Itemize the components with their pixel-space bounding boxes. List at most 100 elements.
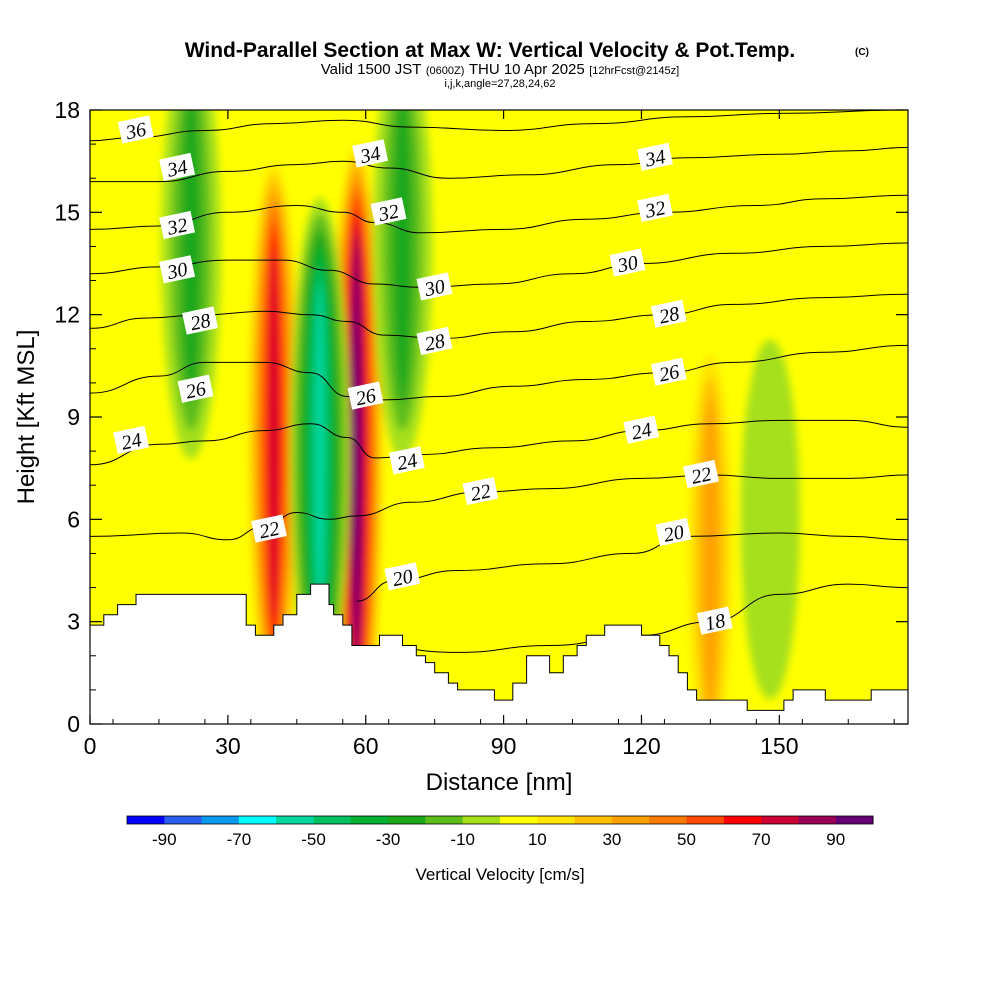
contour-label-box: [683, 459, 719, 489]
colorbar-swatch: [388, 816, 426, 824]
colorbar-swatch: [686, 816, 725, 824]
colorbar-swatch: [350, 816, 389, 824]
y-tick-label: 0: [67, 711, 80, 737]
contour-label: 34: [159, 152, 196, 182]
colorbar-swatch: [611, 816, 650, 824]
colorbar-tick-label: 10: [528, 830, 547, 849]
colorbar-swatch: [574, 816, 613, 824]
contour-label: 26: [650, 357, 687, 386]
colorbar: -90 -70 -50 -30 -10 10 30 50 70 90: [126, 815, 874, 849]
contour-label-box: [352, 139, 389, 168]
contour-label-text: 24: [630, 419, 654, 445]
y-tick-label: 15: [54, 199, 80, 225]
contour-label-text: 34: [164, 156, 189, 182]
colorbar-tick-label: 70: [752, 830, 771, 849]
contour-label-box: [609, 248, 646, 277]
colorbar-title: Vertical Velocity [cm/s]: [415, 865, 584, 884]
grid-indices: i,j,k,angle=27,28,24,62: [444, 78, 555, 90]
contour-label-text: 26: [354, 385, 378, 411]
colorbar-swatch: [462, 816, 501, 824]
contour-label-text: 32: [376, 200, 401, 226]
colorbar-swatch: [649, 816, 687, 824]
contour-label-text: 18: [703, 610, 727, 636]
colorbar-swatch: [537, 816, 576, 824]
contour-label-text: 26: [184, 378, 208, 404]
contour-label-text: 28: [657, 303, 681, 329]
contour-label-text: 20: [662, 521, 686, 547]
contour-label: 30: [159, 255, 196, 284]
contour-label-box: [251, 514, 287, 543]
contour-label: 26: [177, 374, 214, 404]
contour-label-box: [637, 142, 673, 171]
contour-label-text: 34: [642, 146, 667, 172]
colorbar-swatch: [798, 816, 837, 824]
contour-label-box: [462, 476, 499, 506]
contour-label-text: 36: [123, 119, 148, 145]
contour-label-box: [416, 272, 453, 301]
velocity-cell: [392, 110, 413, 403]
y-axis-label: Height [Kft MSL]: [13, 330, 40, 505]
contour-label: 28: [416, 326, 453, 356]
contour-label-text: 28: [188, 310, 212, 336]
contour-label: 24: [113, 425, 150, 455]
contour-label: 24: [623, 415, 660, 445]
colorbar-swatch: [835, 816, 874, 824]
contour-label-box: [117, 115, 154, 144]
colorbar-tick-label: -30: [376, 830, 401, 849]
contour-label-box: [384, 562, 421, 591]
contour-label-text: 22: [469, 480, 493, 506]
contour-label-box: [637, 193, 673, 223]
contour-label-text: 30: [422, 276, 447, 302]
colorbar-swatch: [313, 816, 352, 824]
contour-label-text: 32: [642, 197, 667, 223]
contour-label-text: 24: [395, 449, 419, 475]
x-tick-label: 60: [353, 733, 379, 759]
x-tick-label: 120: [622, 733, 660, 759]
chart-subtitle: Valid 1500 JST (0600Z) THU 10 Apr 2025 […: [321, 61, 679, 78]
colorbar-tick-label: 90: [826, 830, 845, 849]
contour-label-box: [182, 306, 219, 335]
velocity-cell: [740, 339, 801, 700]
colorbar-swatch: [425, 816, 464, 824]
copyright-mark: (C): [855, 47, 869, 58]
contour-label: 32: [370, 197, 407, 226]
contour-label-text: 30: [615, 252, 640, 278]
velocity-cell: [270, 247, 278, 621]
x-tick-label: 0: [84, 733, 97, 759]
contour-label-text: 32: [164, 214, 189, 240]
colorbar-tick-label: -10: [450, 830, 475, 849]
theta-contour-30: [90, 242, 908, 288]
contour-label-box: [650, 299, 687, 328]
colorbar-swatch: [723, 816, 762, 824]
theta-contour-18: [365, 583, 908, 653]
colorbar-tick-label: -70: [227, 830, 252, 849]
theta-contours: [90, 110, 908, 653]
velocity-cell: [353, 246, 360, 656]
contour-label: 36: [117, 115, 154, 145]
contour-label-box: [159, 255, 196, 284]
velocity-cell: [702, 398, 718, 709]
terrain: [90, 583, 908, 724]
contour-label: 26: [347, 381, 384, 411]
contour-label-text: 22: [257, 518, 281, 544]
contour-label-box: [655, 517, 692, 547]
colorbar-swatch: [500, 816, 538, 824]
colorbar-tick-label: -90: [152, 830, 177, 849]
contour-label: 32: [637, 193, 673, 223]
colorbar-swatch: [761, 816, 799, 824]
theta-contour-22: [90, 474, 908, 541]
contour-labels: 36 34 32 30 28 26 24 22 34 32 30 28 26 24 22 20 34 32 30 28…: [113, 115, 733, 635]
colorbar-tick-label: 50: [677, 830, 696, 849]
contour-label-box: [388, 446, 425, 475]
contour-label-box: [623, 415, 660, 444]
x-axis: 0 30 60 90 120 150: [84, 110, 895, 759]
y-tick-label: 9: [67, 404, 80, 430]
contour-label: 28: [650, 299, 687, 329]
contour-label-box: [113, 425, 150, 454]
contour-label-box: [177, 374, 214, 403]
theta-contour-26: [90, 344, 908, 401]
colorbar-tick-label: -50: [301, 830, 326, 849]
y-tick-label: 3: [67, 609, 80, 635]
theta-contour-36: [90, 110, 908, 142]
